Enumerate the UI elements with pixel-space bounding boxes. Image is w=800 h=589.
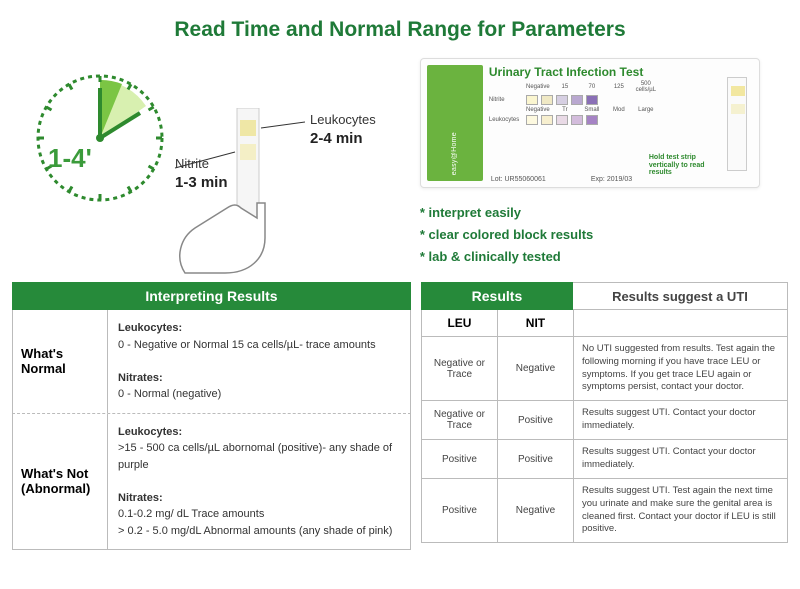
clock-diagram: 1-4' Nitrite 1-3 min Leukocytes 2-4 min [30, 58, 390, 278]
nitrite-label: Nitrite [175, 156, 209, 171]
feature-bullets: * interpret easily* clear colored block … [420, 202, 770, 268]
packaging-swatch-row: Leukocytes [489, 115, 753, 125]
interpreting-results-table: Interpreting Results What's NormalLeukoc… [12, 282, 411, 550]
results-suggest-header: Results suggest a UTI [573, 282, 788, 310]
packaging-exp: Exp: 2019/03 [591, 176, 632, 183]
interpret-row: What's NormalLeukocytes:0 - Negative or … [12, 310, 411, 414]
feature-bullet: * lab & clinically tested [420, 246, 770, 268]
hand-holding-strip-icon [165, 108, 305, 278]
results-table: Results Results suggest a UTI LEU NIT Ne… [421, 282, 788, 550]
interpret-row: What's Not (Abnormal)Leukocytes:>15 - 50… [12, 414, 411, 551]
feature-bullet: * interpret easily [420, 202, 770, 224]
clock-icon [30, 68, 170, 208]
col-leu: LEU [422, 310, 498, 337]
results-row: Negative or TracePositiveResults suggest… [421, 401, 788, 440]
results-row: PositivePositiveResults suggest UTI. Con… [421, 440, 788, 479]
packaging-illustration: easy@Home Urinary Tract Infection Test N… [420, 58, 760, 188]
packaging-brand: easy@Home [451, 132, 458, 175]
results-row: Negative or TraceNegativeNo UTI suggeste… [421, 337, 788, 401]
feature-bullet: * clear colored block results [420, 224, 770, 246]
packaging-title: Urinary Tract Infection Test [489, 65, 753, 79]
col-nit: NIT [498, 310, 574, 337]
results-header: Results [421, 282, 573, 310]
packaging-swatch-row: Nitrite [489, 95, 753, 105]
leukocytes-label: Leukocytes [310, 112, 376, 127]
interpreting-header: Interpreting Results [12, 282, 411, 310]
packaging-hold-note: Hold test strip vertically to read resul… [649, 154, 719, 177]
clock-time-range: 1-4' [48, 143, 92, 174]
packaging-lot: Lot: UR55060061 [491, 176, 546, 183]
results-row: PositiveNegativeResults suggest UTI. Tes… [421, 479, 788, 543]
nitrite-time: 1-3 min [175, 174, 228, 191]
leukocytes-time: 2-4 min [310, 130, 363, 147]
packaging-strip-icon [727, 77, 747, 171]
page-title: Read Time and Normal Range for Parameter… [0, 0, 800, 50]
